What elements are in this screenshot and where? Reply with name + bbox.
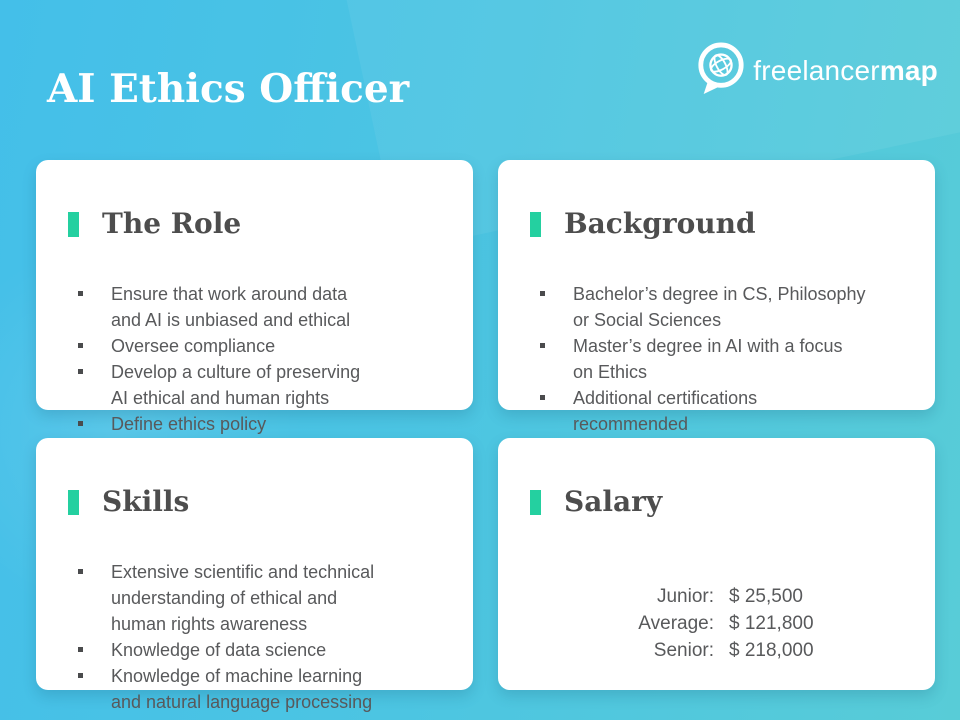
- salary-table: Junior: $ 25,500 Average: $ 121,800 Seni…: [498, 583, 935, 664]
- skills-bullet-list: Extensive scientific and technical under…: [76, 559, 447, 715]
- salary-value: $ 25,500: [729, 585, 803, 607]
- bullet-item: Ensure that work around data and AI is u…: [76, 281, 447, 333]
- bullet-square-icon: [78, 368, 83, 374]
- bullet-text: Extensive scientific and technical under…: [111, 561, 375, 634]
- bullet-text: Oversee compliance: [111, 335, 276, 356]
- card-title-salary: Salary: [564, 485, 663, 519]
- card-header: The Role: [68, 185, 445, 264]
- bullet-item: Define ethics policy: [76, 411, 447, 437]
- accent-bar: [530, 489, 541, 515]
- accent-bar: [530, 211, 541, 237]
- bullet-text: Knowledge of machine learning and natura…: [111, 665, 373, 712]
- bullet-item: Bachelor’s degree in CS, Philosophy or S…: [538, 281, 909, 333]
- card-header: Background: [530, 185, 907, 264]
- salary-value: $ 218,000: [729, 639, 814, 661]
- freelancermap-logo: freelancermap: [696, 40, 938, 101]
- card-title-the-role: The Role: [102, 207, 242, 241]
- bullet-text: Master’s degree in AI with a focus on Et…: [573, 335, 843, 382]
- card-skills: Skills Extensive scientific and technica…: [36, 438, 473, 712]
- bullet-square-icon: [540, 290, 545, 296]
- salary-label: Senior:: [653, 639, 714, 661]
- bullet-square-icon: [78, 290, 83, 296]
- page-title: AI Ethics Officer: [47, 66, 410, 113]
- bullet-item: Extensive scientific and technical under…: [76, 559, 447, 637]
- bullet-square-icon: [78, 646, 83, 652]
- salary-row-junior: Junior: $ 25,500: [498, 583, 935, 610]
- freelancermap-globe-bubble-icon: [696, 40, 746, 101]
- bullet-square-icon: [78, 420, 83, 426]
- bullet-text: Knowledge of data science: [111, 639, 327, 660]
- logo-text-map: map: [879, 54, 938, 86]
- card-title-skills: Skills: [102, 485, 190, 519]
- salary-label: Average:: [638, 612, 714, 634]
- bullet-item: Additional certifications recommended: [538, 385, 909, 437]
- role-bullet-list: Ensure that work around data and AI is u…: [76, 281, 447, 437]
- card-title-background: Background: [564, 207, 756, 241]
- card-background: Background Bachelor’s degree in CS, Phil…: [498, 160, 935, 434]
- accent-bar: [68, 211, 79, 237]
- bullet-text: Develop a culture of preserving AI ethic…: [111, 361, 361, 408]
- salary-label: Junior:: [656, 585, 714, 607]
- card-the-role: The Role Ensure that work around data an…: [36, 160, 473, 434]
- bullet-square-icon: [78, 672, 83, 678]
- bullet-text: Additional certifications recommended: [573, 387, 758, 434]
- bullet-item: Oversee compliance: [76, 333, 447, 359]
- bullet-item: Knowledge of data science: [76, 637, 447, 663]
- bullet-item: Knowledge of machine learning and natura…: [76, 663, 447, 715]
- salary-row-average: Average: $ 121,800: [498, 610, 935, 637]
- salary-row-senior: Senior: $ 218,000: [498, 637, 935, 664]
- logo-wordmark: freelancermap: [753, 54, 938, 86]
- bullet-square-icon: [540, 342, 545, 348]
- bullet-text: Bachelor’s degree in CS, Philosophy or S…: [573, 283, 866, 330]
- bullet-text: Ensure that work around data and AI is u…: [111, 283, 351, 330]
- card-header: Salary: [530, 463, 907, 542]
- card-header: Skills: [68, 463, 445, 542]
- bullet-square-icon: [540, 394, 545, 400]
- bullet-square-icon: [78, 568, 83, 574]
- background-bullet-list: Bachelor’s degree in CS, Philosophy or S…: [538, 281, 909, 437]
- salary-value: $ 121,800: [729, 612, 814, 634]
- logo-text-freelancer: freelancer: [753, 54, 880, 86]
- bullet-text: Define ethics policy: [111, 413, 267, 434]
- bullet-square-icon: [78, 342, 83, 348]
- card-salary: Salary Junior: $ 25,500 Average: $ 121,8…: [498, 438, 935, 690]
- accent-bar: [68, 489, 79, 515]
- bullet-item: Develop a culture of preserving AI ethic…: [76, 359, 447, 411]
- bullet-item: Master’s degree in AI with a focus on Et…: [538, 333, 909, 385]
